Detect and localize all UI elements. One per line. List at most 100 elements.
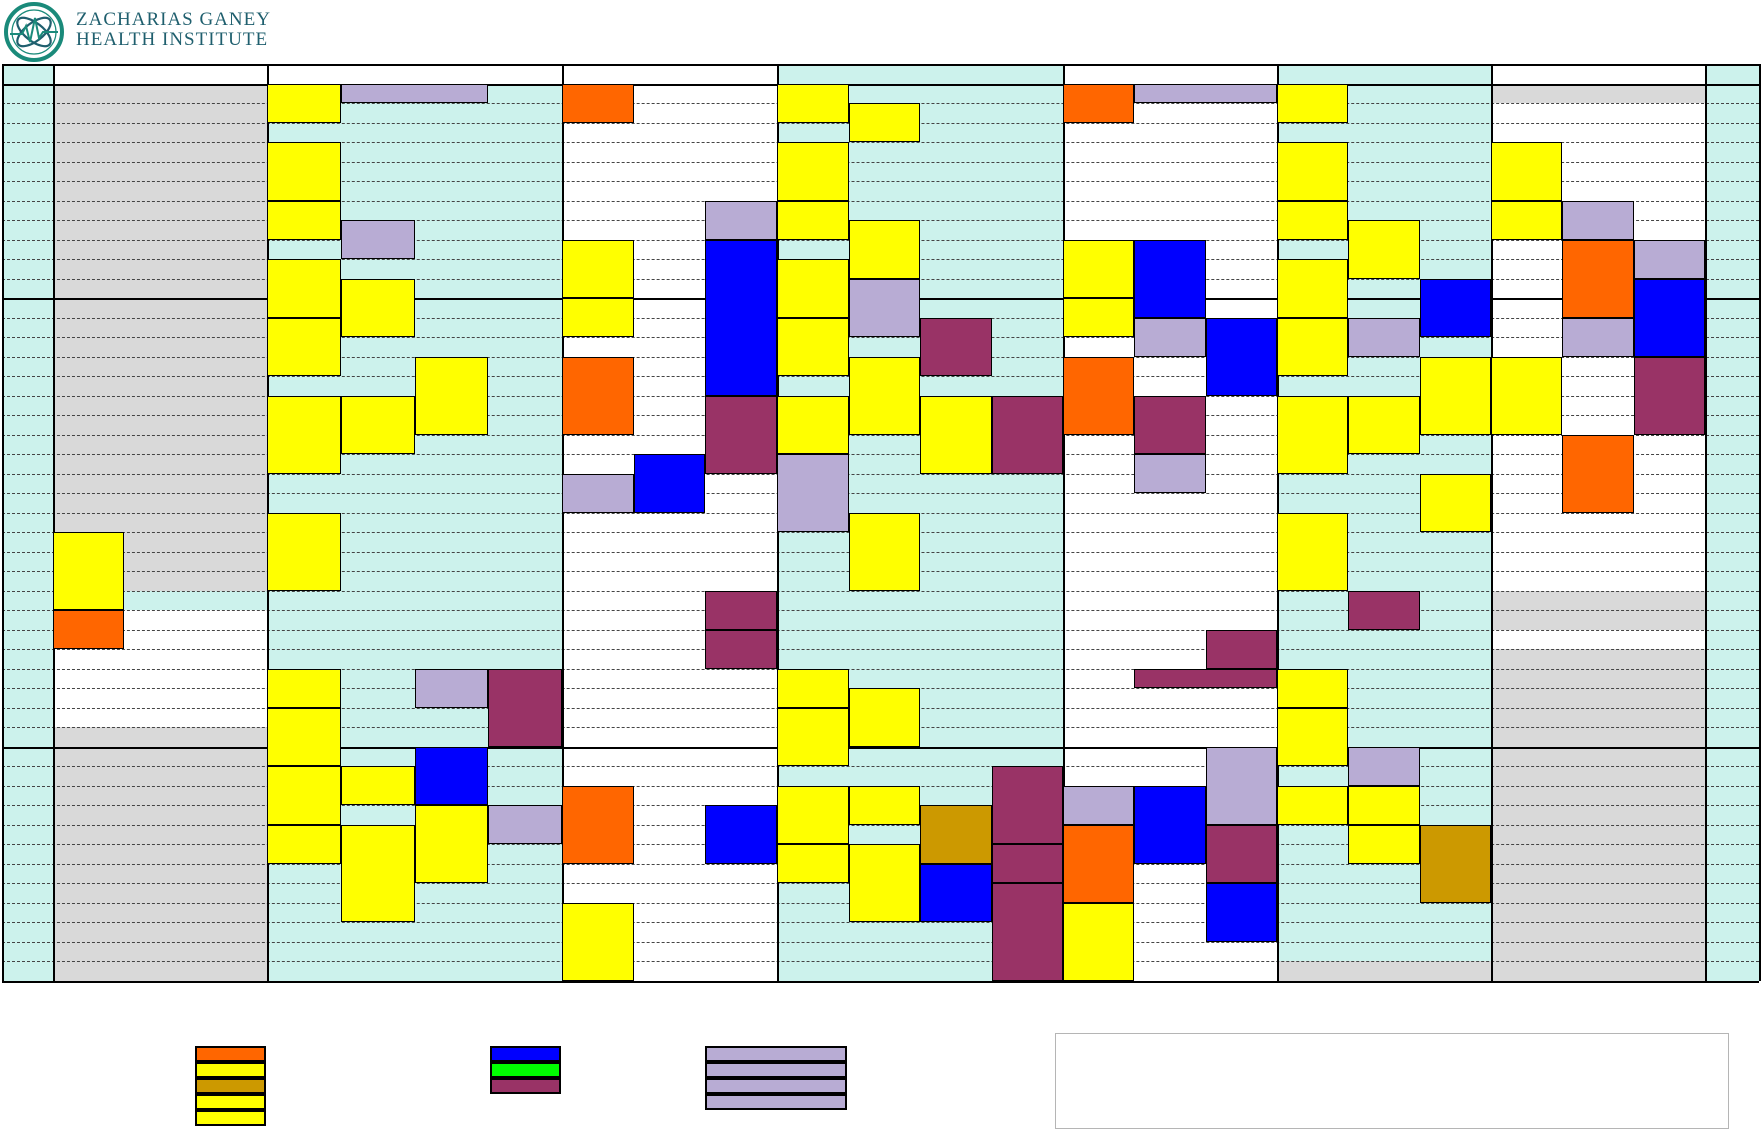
event-block (414, 668, 489, 708)
event-block (267, 317, 341, 376)
event-block (1134, 785, 1206, 864)
event-block (777, 785, 849, 844)
event-block (1348, 824, 1420, 864)
event-block (1348, 590, 1420, 630)
event-block (1633, 278, 1705, 357)
event-block (777, 200, 849, 240)
event-block (267, 707, 341, 766)
event-block (1205, 629, 1277, 669)
notes-box (1055, 1033, 1729, 1129)
column-rule (2, 64, 4, 981)
schedule-grid (0, 64, 1761, 1002)
slot-rule (2, 610, 1759, 611)
event-block (562, 902, 634, 981)
hour-rule (2, 83, 1759, 86)
event-block (991, 766, 1063, 844)
event-block (1562, 200, 1634, 240)
slot-rule (2, 434, 1759, 436)
event-block (1562, 434, 1634, 513)
event-block (1205, 317, 1277, 396)
event-block (1063, 239, 1135, 298)
color-legend (0, 1030, 1761, 1140)
shaded-band (1491, 649, 1705, 981)
slot-rule (2, 454, 1759, 455)
event-block (1063, 785, 1135, 825)
header: ZACHARIAS GANEY HEALTH INSTITUTE (0, 0, 300, 64)
event-block (340, 766, 415, 805)
event-block (848, 278, 920, 337)
column-rule (1063, 64, 1065, 981)
shaded-band (562, 64, 777, 84)
slot-rule (2, 142, 1759, 143)
event-block (267, 200, 341, 240)
hour-rule (2, 746, 1759, 749)
slot-rule (2, 922, 1759, 923)
legend-swatch (195, 1062, 266, 1078)
event-block (488, 668, 562, 747)
org-name-line1: ZACHARIAS GANEY (76, 9, 271, 30)
event-block (488, 805, 562, 844)
event-block (777, 317, 849, 376)
slot-rule (2, 181, 1759, 182)
event-block (562, 239, 634, 298)
column-rule (1759, 64, 1761, 981)
legend-swatch (195, 1078, 266, 1094)
event-block (1277, 512, 1349, 591)
event-block (340, 83, 489, 103)
event-block (1277, 200, 1349, 240)
event-block (1491, 200, 1563, 240)
legend-swatch (195, 1046, 266, 1062)
slot-rule (2, 493, 1759, 494)
event-block (267, 668, 341, 708)
event-block (1348, 317, 1420, 357)
event-block (848, 785, 920, 825)
event-block (705, 200, 777, 240)
event-block (705, 629, 777, 669)
event-block (414, 805, 489, 883)
legend-swatch (705, 1094, 847, 1110)
event-block (1491, 356, 1563, 435)
event-block (1419, 278, 1491, 337)
event-block (848, 356, 920, 435)
event-block (267, 824, 341, 864)
slot-rule (2, 473, 1759, 475)
event-block (1063, 83, 1135, 123)
event-block (705, 590, 777, 630)
event-block (53, 610, 125, 649)
event-block (1277, 259, 1349, 318)
event-block (633, 454, 706, 513)
slot-rule (2, 649, 1759, 650)
event-block (562, 473, 634, 513)
event-block (991, 395, 1063, 474)
slot-rule (2, 337, 1759, 338)
column-rule (53, 64, 55, 981)
legend-swatch (195, 1110, 266, 1126)
legend-swatch (705, 1062, 847, 1078)
event-block (267, 395, 341, 474)
event-block (1134, 395, 1206, 454)
event-block (1134, 317, 1206, 357)
ecg-globe-logo-icon (4, 2, 64, 62)
event-block (1348, 785, 1420, 825)
legend-swatch (490, 1078, 561, 1094)
shaded-band (53, 727, 267, 981)
event-block (848, 103, 920, 142)
event-block (1277, 785, 1349, 825)
column-rule (1491, 64, 1493, 981)
event-block (1348, 395, 1420, 454)
event-block (920, 863, 992, 922)
event-block (414, 746, 489, 805)
shaded-band (1277, 961, 1491, 981)
hour-rule (2, 64, 1759, 66)
event-block (920, 805, 992, 864)
slot-rule (2, 161, 1759, 163)
event-block (1348, 746, 1420, 786)
event-block (340, 278, 415, 337)
shaded-band (267, 64, 562, 84)
event-block (562, 356, 634, 435)
column-bg-end (1705, 64, 1761, 981)
event-block (1277, 317, 1349, 376)
event-block (1063, 824, 1135, 903)
event-block (1134, 239, 1206, 318)
event-block (1562, 317, 1634, 357)
